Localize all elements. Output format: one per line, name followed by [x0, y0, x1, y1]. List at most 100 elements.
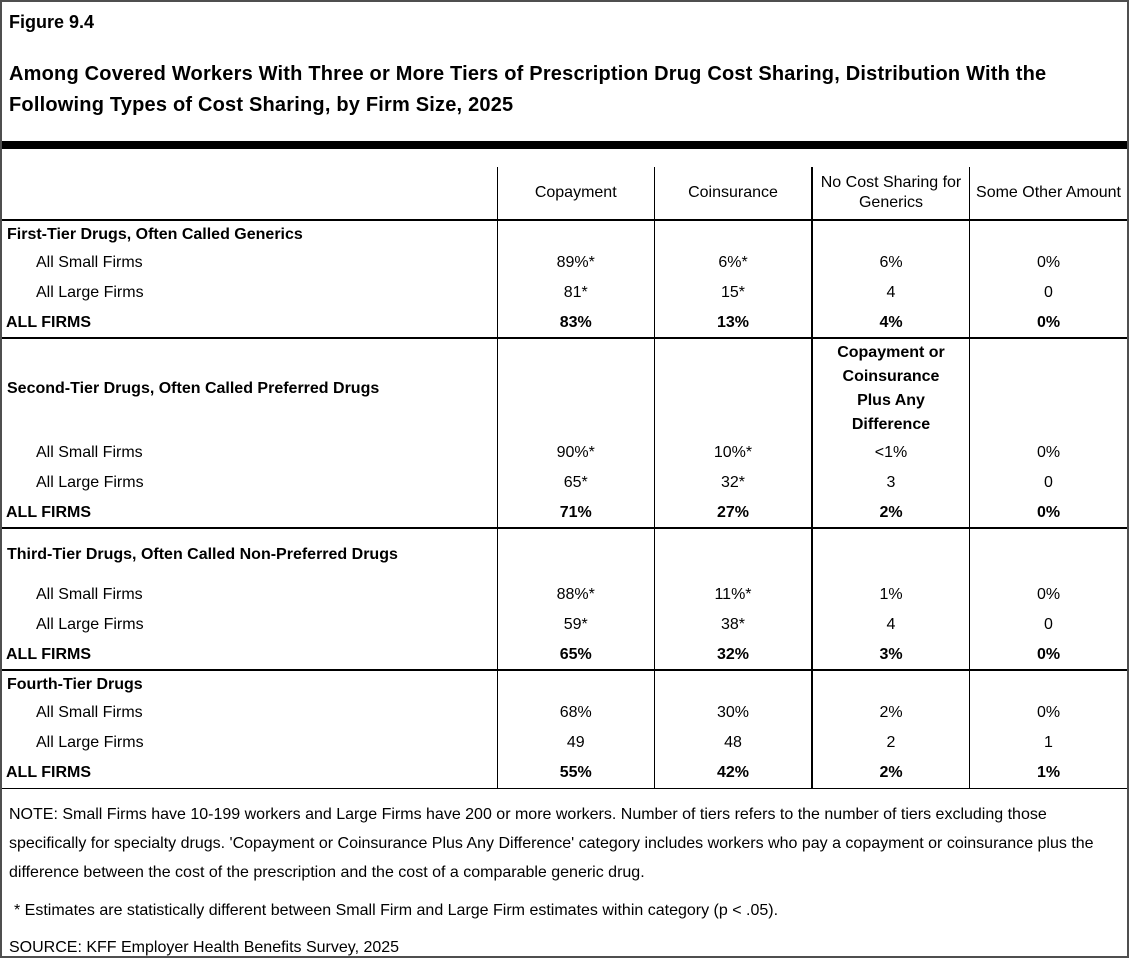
title-divider	[2, 141, 1127, 149]
footnotes: NOTE: Small Firms have 10-199 workers an…	[9, 800, 1117, 957]
cell-value: 0%	[1036, 704, 1061, 721]
cell-value: 65*	[497, 468, 655, 498]
cell-value: 89%*	[497, 248, 655, 278]
empty-cell	[654, 220, 813, 248]
cell-value: 0%	[1036, 586, 1061, 603]
cell-value: 0	[1044, 474, 1053, 491]
empty-cell	[654, 528, 813, 580]
figure-number: Figure 9.4	[9, 12, 95, 32]
cell-value: 0	[1044, 284, 1053, 301]
cell-value: 0	[1044, 616, 1053, 633]
empty-cell	[812, 670, 970, 698]
cell-value: 42%	[654, 758, 813, 789]
cell-value: 0%	[969, 640, 1127, 671]
row-label: ALL FIRMS	[2, 758, 498, 789]
cell-value: 4	[812, 610, 970, 640]
section-header-row-fourth-tier: Fourth-Tier Drugs	[2, 670, 1127, 698]
row-label: All Small Firms	[2, 438, 498, 468]
empty-cell	[812, 220, 970, 248]
row-label: All Large Firms	[2, 728, 498, 758]
table-row-small-firms: All Small Firms 89%* 6%* 6% 0%	[2, 248, 1127, 278]
section-label-second-tier: Second-Tier Drugs, Often Called Preferre…	[2, 338, 498, 438]
subheader-line: Copayment or	[837, 343, 945, 361]
section-header-row-second-tier: Second-Tier Drugs, Often Called Preferre…	[2, 338, 1127, 438]
empty-cell	[654, 338, 813, 438]
cell-value: 6%*	[654, 248, 813, 278]
cell-value: 71%	[497, 498, 655, 529]
cell-value: 1%	[969, 758, 1127, 789]
table-row-large-firms: All Large Firms 65* 32* 3 0	[2, 468, 1127, 498]
empty-cell	[970, 338, 1128, 438]
cell-value: <1%	[812, 438, 970, 468]
cell-value: 13%	[654, 308, 813, 339]
cell-value: 6%	[812, 248, 970, 278]
column-header-copayment: Copayment	[497, 167, 655, 221]
empty-cell	[497, 220, 655, 248]
cell-value: 0%	[969, 308, 1127, 339]
cell-value: 32%	[654, 640, 813, 671]
table-row-large-firms: All Large Firms 49 48 2 1	[2, 728, 1127, 758]
cell-value: 1	[1044, 734, 1053, 751]
section-label-third-tier: Third-Tier Drugs, Often Called Non-Prefe…	[2, 528, 498, 580]
cell-value: 90%*	[497, 438, 655, 468]
cell-value: 65%	[497, 640, 655, 671]
empty-cell	[497, 670, 655, 698]
cell-value: 4	[812, 278, 970, 308]
empty-cell	[970, 670, 1128, 698]
cell-value: 55%	[497, 758, 655, 789]
note-text: NOTE: Small Firms have 10-199 workers an…	[9, 805, 1094, 881]
empty-cell	[497, 528, 655, 580]
row-label: ALL FIRMS	[2, 308, 498, 339]
section-header-row-first-tier: First-Tier Drugs, Often Called Generics	[2, 220, 1127, 248]
empty-cell	[497, 338, 655, 438]
cell-value: 3%	[812, 640, 970, 671]
empty-cell	[654, 670, 813, 698]
cell-value: 2%	[812, 498, 970, 529]
cell-value: 30%	[654, 698, 813, 728]
cell-value: 59*	[497, 610, 655, 640]
column-header-some-other-amount: Some Other Amount	[969, 167, 1127, 221]
table-row-all-firms: ALL FIRMS 55% 42% 2% 1%	[2, 758, 1127, 789]
cell-value: 0%	[1036, 254, 1061, 271]
row-label: ALL FIRMS	[2, 640, 498, 671]
cell-value: 0%	[969, 498, 1127, 529]
row-label: ALL FIRMS	[2, 498, 498, 529]
header-row: Copayment Coinsurance No Cost Sharing fo…	[2, 167, 1127, 221]
cell-value: 0%	[1036, 444, 1061, 461]
asterisk-note-text: * Estimates are statistically different …	[14, 901, 779, 919]
source-text: SOURCE: KFF Employer Health Benefits Sur…	[9, 938, 400, 956]
cell-value: 11%*	[654, 580, 813, 610]
cell-value: 2	[812, 728, 970, 758]
cell-value: 15*	[654, 278, 813, 308]
cell-value: 38*	[654, 610, 813, 640]
cell-value: 3	[812, 468, 970, 498]
cell-value: 48	[654, 728, 813, 758]
cell-value: 10%*	[654, 438, 813, 468]
section-label-fourth-tier: Fourth-Tier Drugs	[2, 670, 498, 698]
table-row-large-firms: All Large Firms 81* 15* 4 0	[2, 278, 1127, 308]
subheader-copayment-or-coinsurance: Copayment or Coinsurance Plus Any Differ…	[812, 338, 970, 438]
subheader-line: Coinsurance	[842, 367, 940, 385]
cell-value: 81*	[497, 278, 655, 308]
row-label: All Small Firms	[2, 248, 498, 278]
cell-value: 1%	[812, 580, 970, 610]
cell-value: 68%	[497, 698, 655, 728]
table-row-large-firms: All Large Firms 59* 38* 4 0	[2, 610, 1127, 640]
cell-value: 27%	[654, 498, 813, 529]
figure-title: Among Covered Workers With Three or More…	[9, 63, 1047, 116]
cell-value: 32*	[654, 468, 813, 498]
table-row-small-firms: All Small Firms 68% 30% 2% 0%	[2, 698, 1127, 728]
cell-value: 2%	[812, 698, 970, 728]
cell-value: 49	[497, 728, 655, 758]
section-label-first-tier: First-Tier Drugs, Often Called Generics	[2, 220, 498, 248]
column-header-coinsurance: Coinsurance	[654, 167, 813, 221]
row-label: All Small Firms	[2, 580, 498, 610]
row-label: All Large Firms	[2, 610, 498, 640]
cost-sharing-table: Copayment Coinsurance No Cost Sharing fo…	[2, 167, 1127, 789]
subheader-line: Difference	[851, 415, 931, 433]
column-header-no-cost-sharing: No Cost Sharing for Generics	[812, 167, 970, 221]
table-row-all-firms: ALL FIRMS 65% 32% 3% 0%	[2, 640, 1127, 671]
cell-value: 83%	[497, 308, 655, 339]
table-row-small-firms: All Small Firms 88%* 11%* 1% 0%	[2, 580, 1127, 610]
